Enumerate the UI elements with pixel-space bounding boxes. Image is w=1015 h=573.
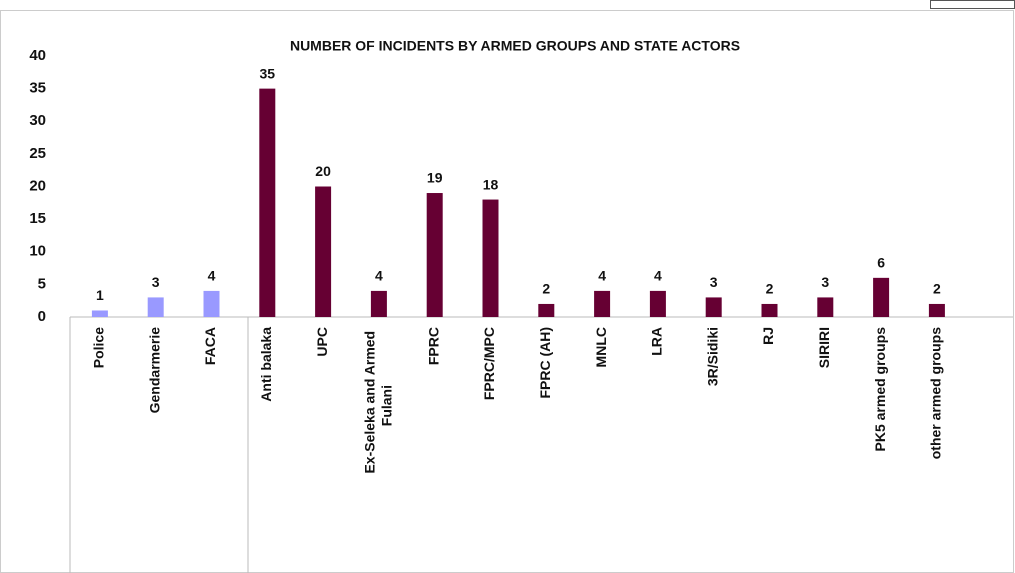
data-label: 2	[766, 281, 774, 297]
data-label: 3	[821, 274, 829, 290]
bar	[761, 303, 778, 317]
bar	[426, 193, 443, 317]
x-tick-label: Anti balaka	[258, 327, 274, 402]
bar	[203, 290, 220, 317]
x-tick-label: FPRC	[425, 327, 441, 365]
corner-box	[930, 0, 1015, 9]
bar	[538, 303, 555, 317]
x-tick-label: PK5 armed groups	[872, 327, 888, 452]
x-tick-label: RJ	[760, 327, 776, 345]
bar	[705, 297, 722, 317]
y-tick-label: 15	[29, 210, 46, 227]
bar	[482, 199, 499, 317]
x-tick-label: other armed groups	[928, 327, 944, 459]
data-label: 4	[208, 268, 216, 284]
data-label: 20	[315, 163, 331, 179]
chart-title: NUMBER OF INCIDENTS BY ARMED GROUPS AND …	[290, 38, 740, 54]
y-tick-label: 20	[29, 177, 46, 194]
y-tick-label: 30	[29, 112, 46, 129]
y-tick-label: 0	[38, 308, 46, 325]
data-label: 18	[483, 176, 499, 192]
data-label: 1	[96, 287, 104, 303]
y-tick-label: 25	[29, 145, 46, 162]
x-tick-label: 3R/Sidiki	[704, 327, 720, 386]
data-label: 19	[427, 170, 443, 186]
x-tick-label: SIRIRI	[816, 327, 832, 368]
frame	[0, 10, 1014, 573]
x-tick-label: Gendarmerie	[146, 327, 162, 414]
bar	[649, 290, 666, 317]
data-label: 4	[654, 268, 662, 284]
data-label: 3	[710, 274, 718, 290]
bar	[817, 297, 834, 317]
x-tick-label: MNLC	[593, 327, 609, 367]
data-label: 2	[933, 281, 941, 297]
bar	[370, 290, 387, 317]
x-tick-label: Ex-Seleka and Armed Fulani	[361, 327, 394, 474]
data-label: 2	[542, 281, 550, 297]
y-tick-label: 40	[29, 47, 46, 64]
x-tick-label: FPRC/MPC	[481, 327, 497, 400]
bar	[259, 88, 276, 317]
x-tick-label: LRA	[649, 327, 665, 356]
y-tick-label: 10	[29, 243, 46, 260]
data-label: 4	[598, 268, 606, 284]
bar	[147, 297, 164, 317]
y-tick-label: 5	[38, 275, 46, 292]
bar	[873, 277, 890, 317]
x-tick-label: Police	[91, 327, 107, 368]
bar	[91, 310, 108, 317]
x-tick-label: FPRC (AH)	[537, 327, 553, 399]
bar	[315, 186, 332, 317]
bar	[594, 290, 611, 317]
x-tick-label: UPC	[314, 327, 330, 357]
data-label: 6	[877, 255, 885, 271]
data-label: 3	[152, 274, 160, 290]
bar	[928, 303, 945, 317]
data-label: 4	[375, 268, 383, 284]
y-tick-label: 35	[29, 80, 46, 97]
data-label: 35	[260, 65, 276, 81]
x-tick-label: FACA	[202, 327, 218, 365]
